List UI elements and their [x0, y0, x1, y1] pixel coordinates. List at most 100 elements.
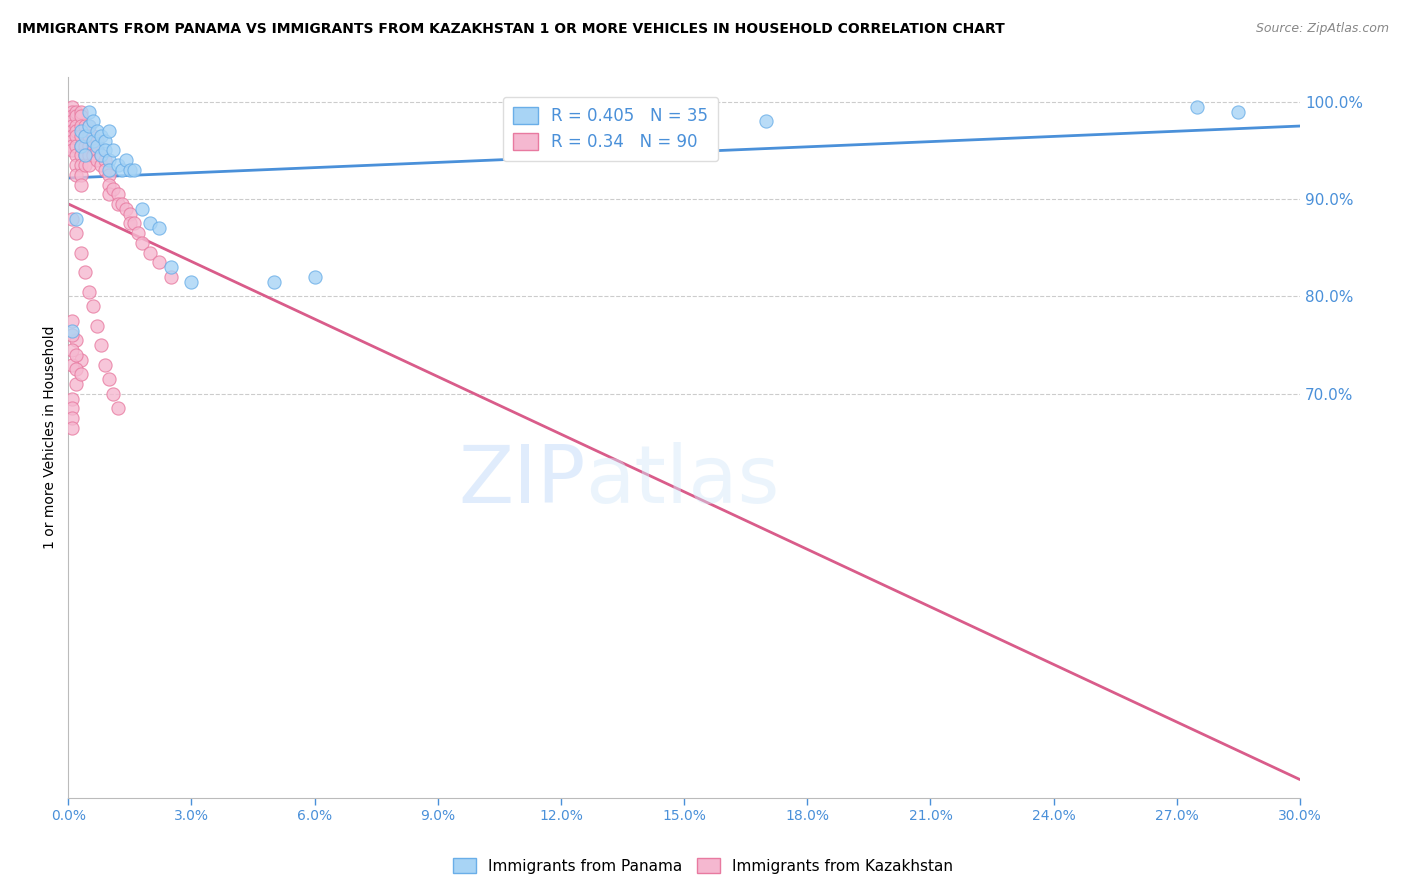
- Point: [110, 197, 132, 211]
- Point: [65, 333, 87, 347]
- Legend: Immigrants from Panama, Immigrants from Kazakhstan: Immigrants from Panama, Immigrants from …: [447, 852, 959, 880]
- Point: [98, 178, 121, 192]
- Point: [160, 260, 183, 275]
- Point: [65, 119, 87, 133]
- Text: ZIP: ZIP: [458, 442, 585, 520]
- Point: [69, 148, 91, 162]
- Point: [90, 148, 112, 162]
- Point: [77, 128, 100, 143]
- Point: [148, 221, 170, 235]
- Point: [263, 275, 285, 289]
- Text: IMMIGRANTS FROM PANAMA VS IMMIGRANTS FROM KAZAKHSTAN 1 OR MORE VEHICLES IN HOUSE: IMMIGRANTS FROM PANAMA VS IMMIGRANTS FRO…: [17, 22, 1005, 37]
- Point: [103, 144, 125, 158]
- Point: [69, 352, 91, 367]
- Point: [118, 207, 141, 221]
- Point: [98, 153, 121, 168]
- Point: [69, 119, 91, 133]
- Point: [131, 202, 153, 216]
- Point: [60, 128, 83, 143]
- Point: [65, 148, 87, 162]
- Point: [114, 202, 136, 216]
- Point: [98, 124, 121, 138]
- Point: [98, 187, 121, 202]
- Point: [77, 119, 100, 133]
- Point: [60, 392, 83, 406]
- Point: [60, 124, 83, 138]
- Point: [82, 299, 104, 313]
- Point: [60, 119, 83, 133]
- Point: [107, 158, 129, 172]
- Point: [65, 168, 87, 182]
- Point: [60, 358, 83, 372]
- Point: [107, 401, 129, 416]
- Point: [122, 216, 145, 230]
- Point: [103, 182, 125, 196]
- Point: [73, 265, 96, 279]
- Text: Source: ZipAtlas.com: Source: ZipAtlas.com: [1256, 22, 1389, 36]
- Point: [94, 134, 117, 148]
- Point: [98, 162, 121, 177]
- Point: [77, 285, 100, 299]
- Point: [86, 138, 108, 153]
- Point: [69, 138, 91, 153]
- Point: [118, 162, 141, 177]
- Point: [65, 226, 87, 240]
- Text: atlas: atlas: [585, 442, 780, 520]
- Point: [94, 144, 117, 158]
- Point: [77, 119, 100, 133]
- Point: [77, 104, 100, 119]
- Point: [86, 144, 108, 158]
- Point: [86, 318, 108, 333]
- Point: [77, 138, 100, 153]
- Point: [86, 153, 108, 168]
- Point: [139, 245, 162, 260]
- Point: [65, 109, 87, 123]
- Point: [60, 211, 83, 226]
- Point: [65, 104, 87, 119]
- Point: [60, 325, 83, 339]
- Point: [90, 128, 112, 143]
- Point: [94, 153, 117, 168]
- Point: [65, 362, 87, 376]
- Point: [131, 235, 153, 250]
- Point: [73, 119, 96, 133]
- Point: [60, 134, 83, 148]
- Point: [60, 314, 83, 328]
- Point: [73, 128, 96, 143]
- Point: [90, 158, 112, 172]
- Point: [65, 128, 87, 143]
- Point: [69, 368, 91, 382]
- Point: [60, 401, 83, 416]
- Point: [60, 109, 83, 123]
- Point: [69, 109, 91, 123]
- Point: [60, 411, 83, 425]
- Point: [69, 168, 91, 182]
- Point: [110, 162, 132, 177]
- Point: [107, 187, 129, 202]
- Point: [1227, 104, 1250, 119]
- Point: [69, 178, 91, 192]
- Point: [69, 138, 91, 153]
- Point: [65, 211, 87, 226]
- Point: [73, 158, 96, 172]
- Point: [60, 114, 83, 128]
- Point: [86, 134, 108, 148]
- Point: [90, 338, 112, 352]
- Point: [148, 255, 170, 269]
- Point: [60, 328, 83, 343]
- Point: [160, 269, 183, 284]
- Point: [60, 104, 83, 119]
- Point: [73, 138, 96, 153]
- Point: [114, 153, 136, 168]
- Point: [1187, 100, 1209, 114]
- Point: [180, 275, 202, 289]
- Legend: R = 0.405   N = 35, R = 0.34   N = 90: R = 0.405 N = 35, R = 0.34 N = 90: [502, 96, 718, 161]
- Point: [60, 421, 83, 435]
- Point: [82, 134, 104, 148]
- Point: [65, 138, 87, 153]
- Point: [98, 372, 121, 386]
- Point: [82, 128, 104, 143]
- Point: [73, 128, 96, 143]
- Point: [60, 144, 83, 158]
- Point: [86, 124, 108, 138]
